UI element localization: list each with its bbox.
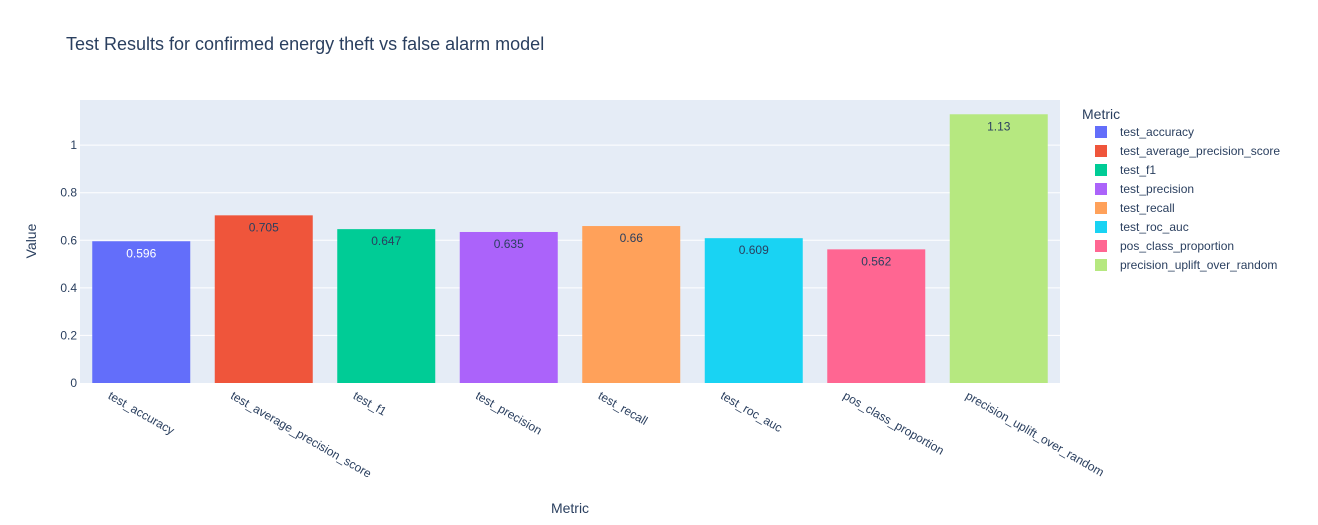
legend-swatch <box>1095 145 1107 157</box>
x-axis-title: Metric <box>551 500 589 516</box>
legend-item-label: precision_uplift_over_random <box>1120 258 1277 272</box>
legend-item-label: test_roc_auc <box>1120 220 1189 234</box>
legend-swatch <box>1095 202 1107 214</box>
x-tick-label: test_precision <box>473 388 544 437</box>
legend-swatch <box>1095 240 1107 252</box>
y-tick-label: 0.4 <box>60 281 77 295</box>
y-tick-label: 1 <box>70 138 77 152</box>
bar-value-labels: 0.596 0.705 0.647 0.635 0.66 0.609 0.562 1.13 <box>126 119 1011 268</box>
legend-swatch <box>1095 126 1107 138</box>
y-tick-label: 0 <box>70 376 77 390</box>
bar-precision_uplift_over_random <box>949 114 1048 383</box>
y-tick-label: 0.8 <box>60 186 77 200</box>
bar-value-label: 1.13 <box>987 119 1011 133</box>
bar-value-label: 0.66 <box>620 231 644 245</box>
y-axis-ticks: 0 0.2 0.4 0.6 0.8 1 <box>60 138 77 390</box>
legend-swatch <box>1095 259 1107 271</box>
legend: Metric test_accuracy test_average_precisi… <box>1082 106 1280 272</box>
bar-value-label: 0.596 <box>126 246 156 260</box>
bar-test_accuracy <box>92 241 191 383</box>
bars <box>92 114 1048 383</box>
y-tick-label: 0.2 <box>60 328 77 342</box>
legend-item-label: test_accuracy <box>1120 125 1194 139</box>
bar-value-label: 0.647 <box>371 234 401 248</box>
bar-test_f1 <box>337 229 436 383</box>
bar-value-label: 0.609 <box>739 243 769 257</box>
bar-test_average_precision_score <box>214 215 313 383</box>
bar-value-label: 0.635 <box>494 237 524 251</box>
x-tick-label: pos_class_proportion <box>841 388 947 457</box>
bar-value-label: 0.562 <box>861 254 891 268</box>
x-tick-label: test_f1 <box>351 388 389 418</box>
bar-pos_class_proportion <box>827 249 926 383</box>
legend-item-label: test_average_precision_score <box>1120 144 1280 158</box>
x-axis-ticks: test_accuracy test_average_precision_scor… <box>106 388 1107 480</box>
legend-swatch <box>1095 221 1107 233</box>
bar-test_precision <box>459 231 558 383</box>
legend-title: Metric <box>1082 106 1120 122</box>
legend-item-label: test_recall <box>1120 201 1175 215</box>
x-tick-label: test_roc_auc <box>718 388 785 434</box>
legend-item-label: pos_class_proportion <box>1120 239 1234 253</box>
legend-swatch <box>1095 164 1107 176</box>
x-tick-label: test_average_precision_score <box>228 388 374 480</box>
legend-item-label: test_f1 <box>1120 163 1156 177</box>
legend-item-label: test_precision <box>1120 182 1194 196</box>
y-axis-title: Value <box>23 223 39 258</box>
x-tick-label: test_accuracy <box>106 388 177 437</box>
bar-value-label: 0.705 <box>249 220 279 234</box>
legend-items: test_accuracy test_average_precision_scor… <box>1095 125 1280 272</box>
y-tick-label: 0.6 <box>60 233 77 247</box>
x-tick-label: test_recall <box>596 388 650 427</box>
chart-title: Test Results for confirmed energy theft … <box>66 34 544 54</box>
legend-swatch <box>1095 183 1107 195</box>
x-tick-label: precision_uplift_over_random <box>963 388 1106 479</box>
bar-test_roc_auc <box>704 238 803 383</box>
bar-test_recall <box>582 226 681 383</box>
